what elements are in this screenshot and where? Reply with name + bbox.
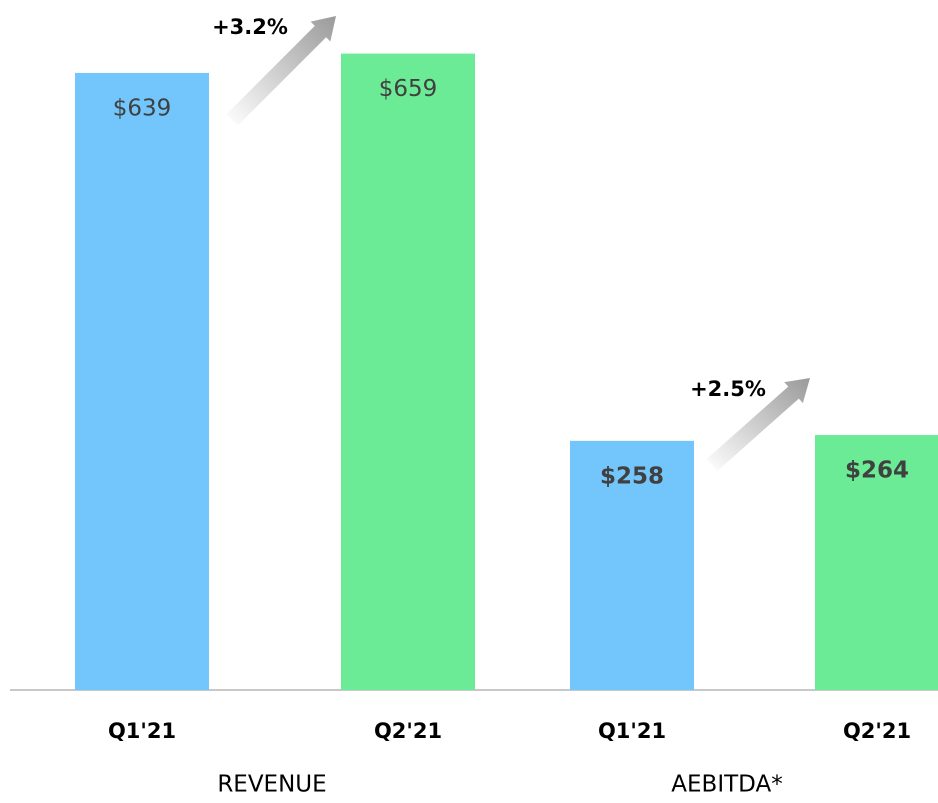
x-tick-label: Q2'21	[374, 719, 442, 743]
value-label: $659	[379, 76, 438, 102]
annotation: +3.2%	[212, 15, 288, 39]
x-tick-label: Q1'21	[108, 719, 176, 743]
bar	[75, 72, 209, 690]
growth-arrow	[226, 16, 336, 126]
panel-title: AEBITDA*	[671, 772, 782, 798]
panel-title: REVENUE	[217, 772, 326, 798]
annotation: +2.5%	[690, 377, 766, 401]
value-label: $264	[845, 458, 909, 484]
x-tick-label: Q2'21	[843, 719, 911, 743]
bar	[815, 435, 938, 690]
growth-arrow	[706, 378, 810, 471]
value-label: $258	[600, 463, 664, 489]
bar	[570, 440, 694, 690]
bar	[341, 53, 475, 690]
value-label: $639	[113, 95, 172, 121]
x-tick-label: Q1'21	[598, 719, 666, 743]
